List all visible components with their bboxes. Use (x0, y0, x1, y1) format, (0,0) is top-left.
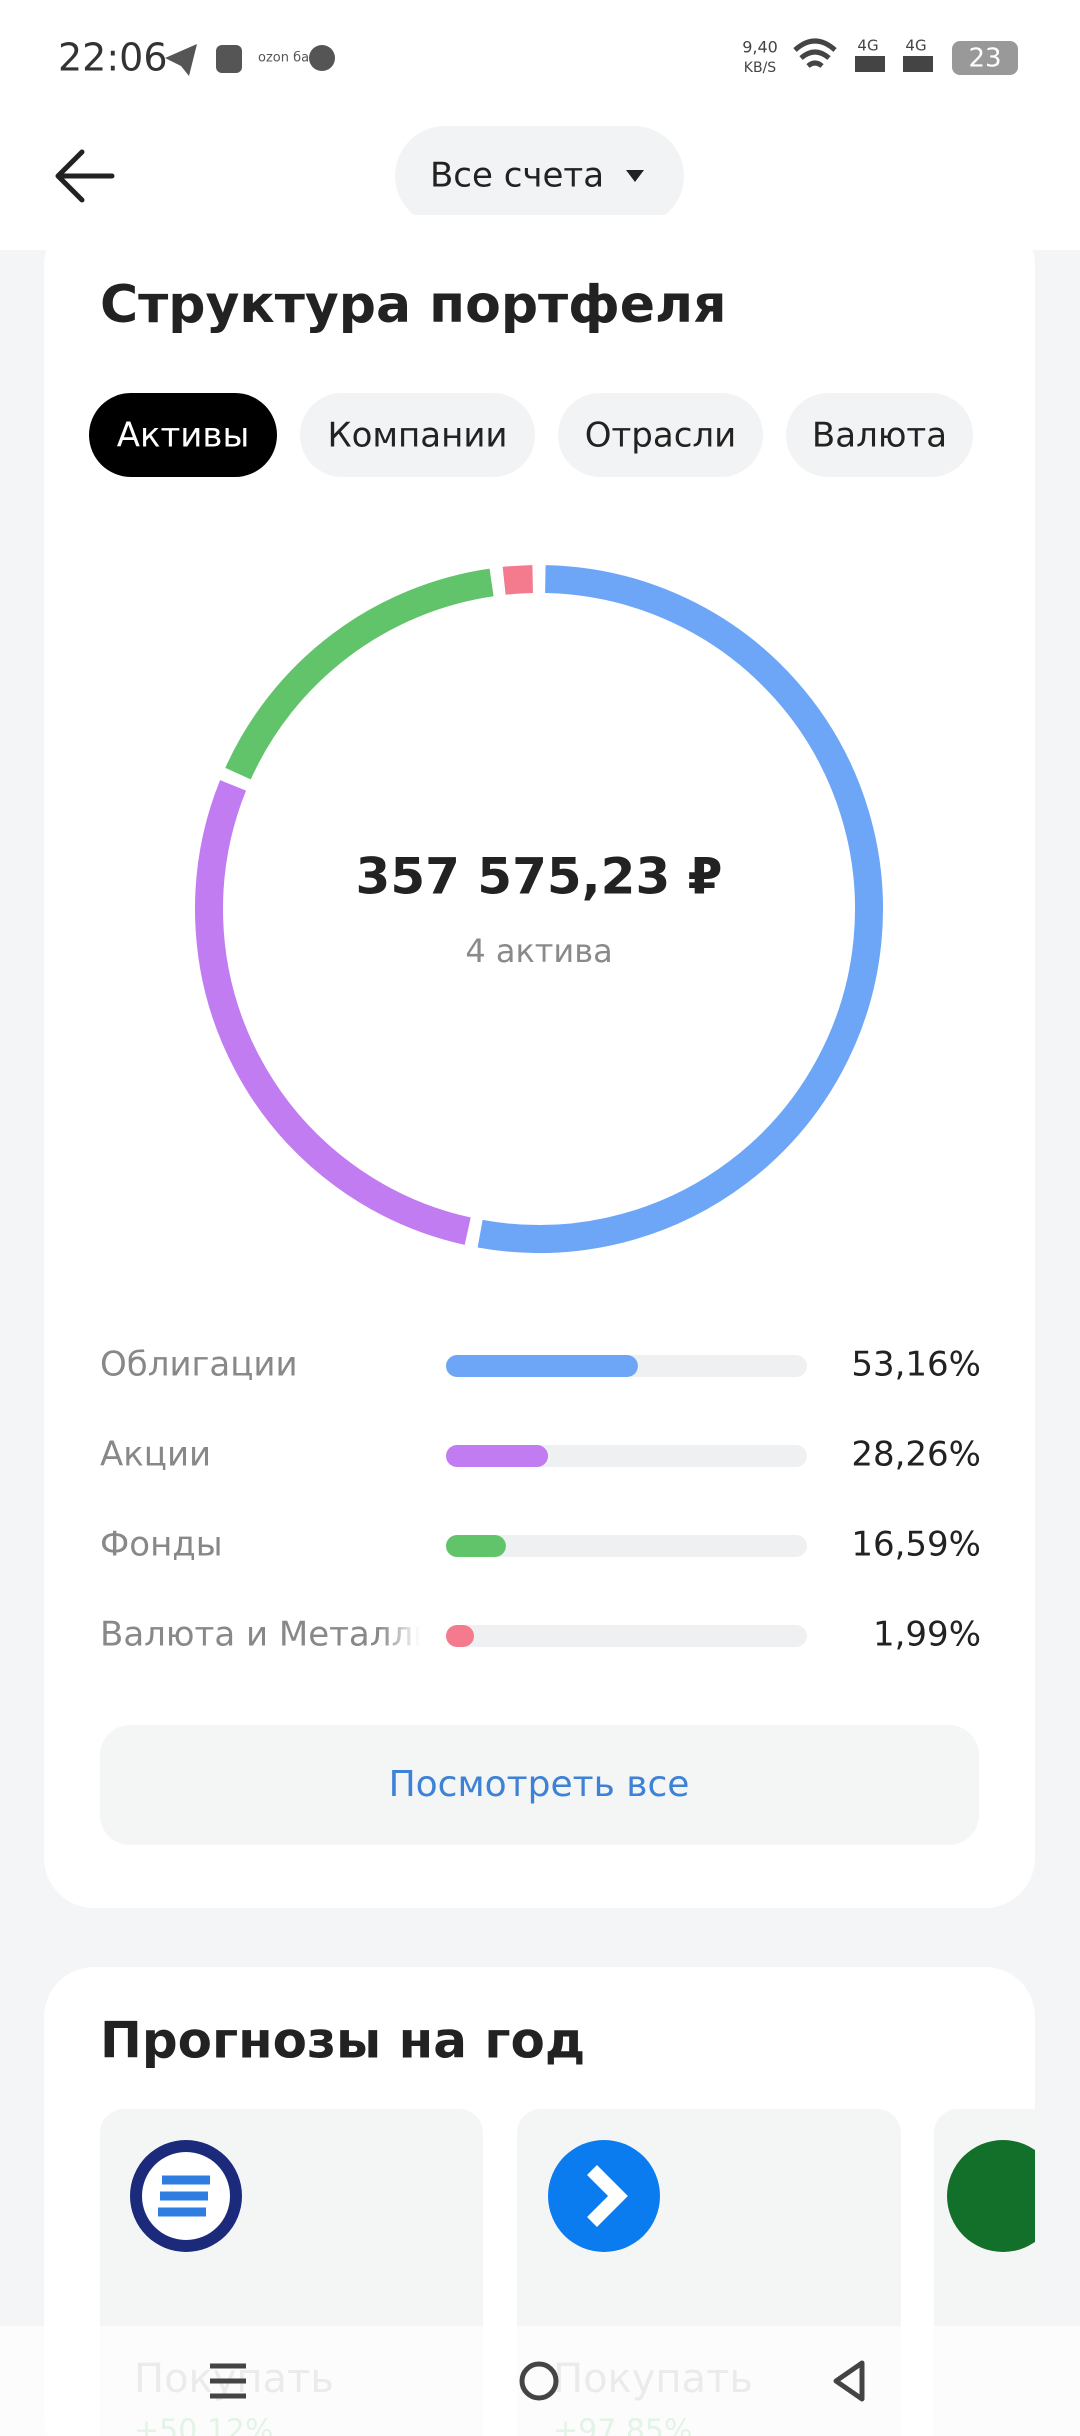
battery-level: 23 (968, 44, 1001, 74)
back-button[interactable] (55, 149, 115, 203)
legend-label: Облигации (100, 1345, 298, 1385)
donut-segment (225, 568, 494, 780)
signal-bars (855, 56, 885, 72)
tab-label: Валюта (812, 416, 947, 456)
signal-1: 4G (857, 37, 878, 55)
donut-segment (477, 565, 883, 1253)
total-value: 357 575,23 ₽ (356, 848, 723, 906)
nav-back[interactable] (833, 2360, 865, 2402)
legend-value: 28,26% (851, 1435, 981, 1475)
signal-bars (903, 56, 933, 72)
card-title: Структура портфеля (100, 275, 727, 335)
battery-icon (952, 41, 1018, 75)
bar-track (446, 1535, 807, 1557)
status-time: 22:06 (58, 36, 168, 80)
company-logo (158, 2175, 210, 2217)
bar (446, 1445, 549, 1467)
bank-logo: ozon банк (258, 51, 326, 66)
tab[interactable] (786, 393, 973, 477)
bank-icon (216, 45, 242, 73)
legend-label: Валюта и Металлы (100, 1615, 440, 1655)
company-logo (587, 2165, 628, 2227)
net-unit: KB/S (744, 60, 777, 76)
bar (446, 1355, 638, 1377)
label-fade (380, 1611, 420, 1661)
company-logo (548, 2140, 660, 2252)
dropdown-arrow (626, 170, 644, 182)
nav-bar (0, 2326, 1080, 2436)
tab-label: Компании (327, 416, 507, 456)
portfolio-card (44, 215, 1035, 1908)
signal-2: 4G (905, 37, 926, 55)
view-all-button[interactable] (100, 1725, 979, 1845)
tab-label: Активы (117, 416, 250, 456)
donut-segment (502, 565, 534, 595)
forecasts-title: Прогнозы на год (100, 2012, 585, 2070)
view-all-label: Посмотреть все (389, 1764, 690, 1805)
bar-track (446, 1625, 807, 1647)
company-logo (947, 2140, 1035, 2252)
tab-label: Отрасли (585, 416, 737, 456)
wifi-icon (793, 38, 837, 68)
legend-value: 53,16% (851, 1345, 981, 1385)
app-icon (309, 45, 335, 71)
nav-menu[interactable] (210, 2363, 246, 2399)
account-selector-label: Все счета (430, 156, 604, 196)
net-speed: 9,40 (742, 38, 778, 57)
tab[interactable] (89, 393, 277, 477)
bar (446, 1625, 474, 1647)
legend-label: Акции (100, 1435, 211, 1475)
header-cover (0, 215, 1080, 250)
tab[interactable] (300, 393, 535, 477)
tab[interactable] (558, 393, 763, 477)
legend-value: 1,99% (873, 1615, 981, 1655)
telegram-icon (165, 44, 197, 76)
bar (446, 1535, 506, 1557)
asset-count: 4 актива (465, 932, 612, 970)
legend-label: Фонды (100, 1525, 223, 1565)
nav-home[interactable] (519, 2361, 559, 2401)
legend-value: 16,59% (851, 1525, 981, 1565)
account-selector[interactable] (395, 126, 684, 226)
donut-segment (195, 780, 471, 1245)
